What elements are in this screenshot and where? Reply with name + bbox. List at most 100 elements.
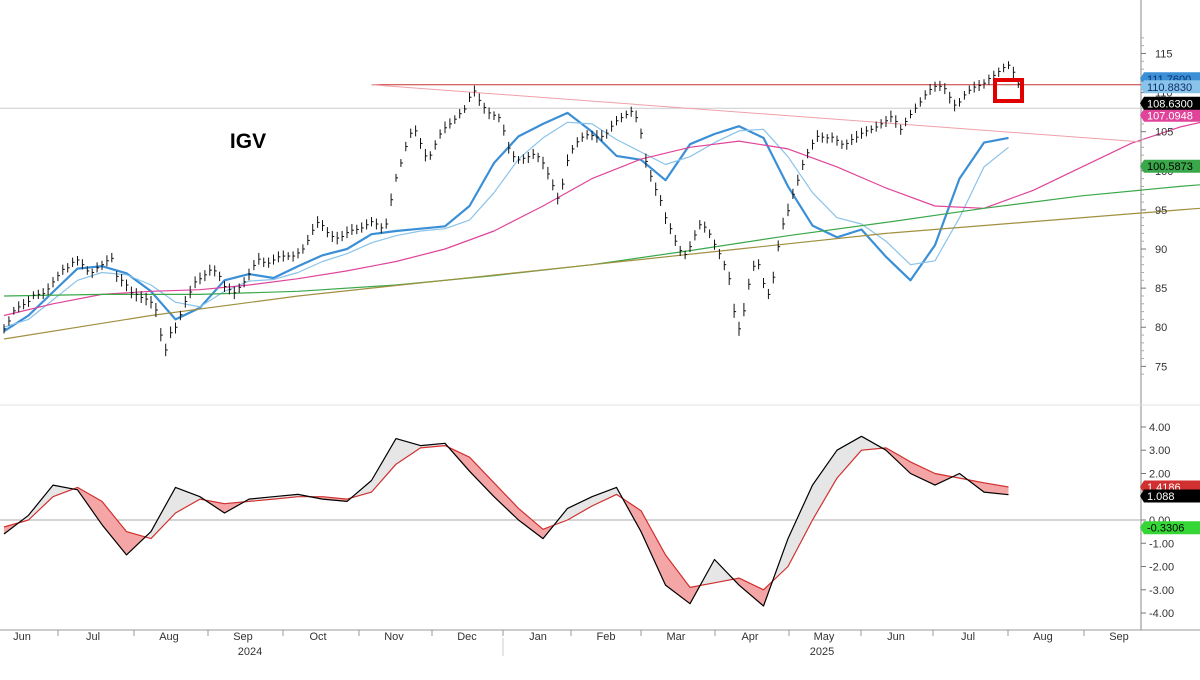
price-bar bbox=[405, 141, 408, 152]
price-bar bbox=[547, 166, 550, 180]
month-label: Mar bbox=[667, 631, 686, 643]
macd-tick-label: 4.00 bbox=[1149, 422, 1170, 434]
moving-average-line-2 bbox=[3, 121, 1009, 328]
price-bar bbox=[733, 303, 737, 318]
price-bar bbox=[655, 182, 658, 196]
price-bar bbox=[870, 125, 874, 134]
price-bar bbox=[650, 170, 653, 182]
price-bar bbox=[135, 288, 139, 302]
macd-fill-below bbox=[494, 482, 519, 520]
price-bar bbox=[312, 223, 315, 235]
macd-line bbox=[3, 435, 1009, 607]
price-bar bbox=[630, 106, 634, 117]
price-bar bbox=[37, 289, 41, 300]
chart-title: IGV bbox=[230, 130, 266, 153]
value-badge-bg bbox=[1140, 159, 1200, 173]
price-bar bbox=[77, 256, 80, 266]
price-bar bbox=[469, 92, 472, 102]
price-bar bbox=[669, 223, 673, 235]
price-bar bbox=[160, 328, 163, 342]
price-bar bbox=[18, 301, 21, 313]
macd-fill-below bbox=[102, 501, 127, 555]
price-bar bbox=[865, 126, 869, 137]
price-bar bbox=[233, 286, 237, 300]
price-bar bbox=[797, 174, 800, 186]
moving-average-line-1 bbox=[3, 111, 1009, 333]
price-bar bbox=[415, 125, 418, 137]
price-bar bbox=[542, 156, 545, 170]
price-bar bbox=[420, 137, 423, 149]
price-bar bbox=[576, 137, 580, 148]
price-bar bbox=[532, 148, 536, 160]
price-bar bbox=[1012, 66, 1016, 79]
macd-tick-label: -2.00 bbox=[1149, 562, 1174, 574]
price-bar bbox=[763, 277, 766, 289]
price-bar bbox=[101, 260, 104, 271]
price-value-badge: 110.8830 bbox=[1140, 80, 1200, 94]
price-bar bbox=[395, 173, 398, 182]
month-label: Nov bbox=[384, 631, 404, 643]
price-bar bbox=[518, 155, 521, 164]
price-tick-label: 80 bbox=[1155, 322, 1167, 334]
price-bar bbox=[856, 130, 859, 143]
moving-average-line-5 bbox=[3, 207, 1200, 340]
price-bar bbox=[508, 141, 511, 154]
macd-tick-label: -3.00 bbox=[1149, 585, 1174, 597]
price-bar bbox=[704, 221, 707, 233]
price-bar bbox=[194, 276, 198, 289]
price-bar bbox=[890, 110, 893, 123]
price-bar bbox=[204, 270, 207, 282]
macd-tick-label: -1.00 bbox=[1149, 538, 1174, 550]
macd-fill-above bbox=[175, 487, 200, 513]
price-bar bbox=[91, 268, 95, 278]
value-badge-bg bbox=[1140, 521, 1200, 535]
price-bar bbox=[611, 120, 614, 132]
price-tick-label: 105 bbox=[1155, 127, 1173, 139]
macd-panel bbox=[3, 435, 1009, 607]
price-bar bbox=[57, 271, 60, 282]
macd-fill-below bbox=[984, 482, 1009, 495]
price-bar bbox=[81, 259, 85, 270]
price-bar bbox=[356, 224, 359, 235]
price-bar bbox=[645, 153, 648, 168]
price-bar bbox=[219, 271, 222, 282]
moving-average-lines bbox=[3, 111, 1200, 340]
price-bar bbox=[434, 140, 438, 150]
price-bar bbox=[919, 97, 923, 107]
month-label: Aug bbox=[159, 631, 179, 643]
price-bar bbox=[380, 223, 384, 234]
price-bar bbox=[326, 227, 330, 238]
macd-fill-above bbox=[788, 485, 813, 567]
price-value-badge: 108.6300 bbox=[1140, 96, 1200, 110]
price-bar bbox=[28, 295, 31, 307]
price-bar bbox=[949, 91, 952, 104]
price-bar bbox=[694, 230, 697, 241]
price-bar bbox=[699, 220, 702, 230]
month-label: Jun bbox=[13, 631, 31, 643]
price-bar bbox=[483, 102, 487, 114]
price-bar bbox=[929, 83, 933, 95]
price-tick-label: 75 bbox=[1155, 361, 1167, 373]
price-bar bbox=[488, 107, 492, 120]
value-badge-bg bbox=[1140, 489, 1200, 503]
price-bar bbox=[968, 85, 972, 95]
macd-fill-above bbox=[28, 485, 53, 520]
macd-tick-label: 2.00 bbox=[1149, 468, 1170, 480]
price-bar bbox=[738, 321, 741, 336]
macd-fill-above bbox=[592, 487, 617, 506]
price-bar bbox=[988, 74, 991, 85]
price-bar bbox=[150, 295, 153, 309]
price-bar bbox=[616, 116, 619, 126]
price-bar bbox=[527, 152, 531, 163]
price-bar bbox=[371, 216, 374, 227]
price-bar bbox=[449, 118, 452, 129]
price-bar bbox=[910, 109, 913, 119]
price-bar bbox=[841, 140, 844, 149]
price-bar bbox=[297, 248, 300, 259]
price-bar bbox=[175, 322, 178, 334]
trendline-2 bbox=[371, 84, 1142, 143]
price-bar bbox=[821, 132, 825, 143]
price-bar bbox=[165, 343, 168, 357]
price-bar bbox=[787, 203, 790, 217]
trendlines bbox=[371, 84, 1142, 143]
